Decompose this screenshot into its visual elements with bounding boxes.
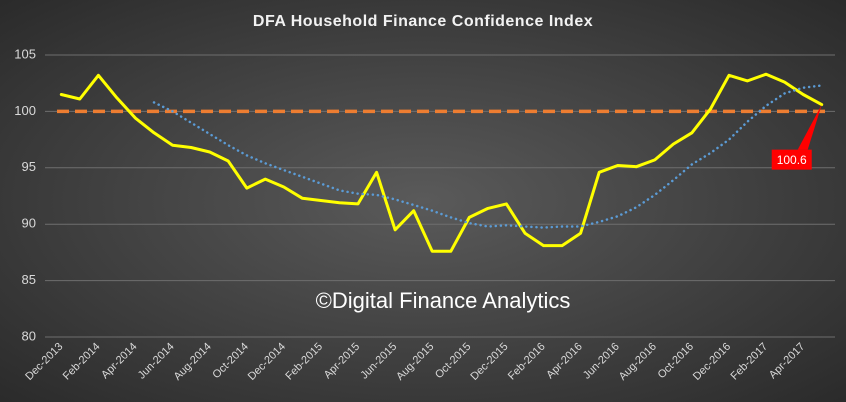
callout-box — [771, 149, 812, 170]
y-tick-label: 100 — [14, 103, 36, 118]
y-tick-label: 90 — [22, 216, 36, 231]
series-line — [152, 84, 823, 229]
y-tick-label: 85 — [22, 272, 36, 287]
y-tick-label: 95 — [22, 159, 36, 174]
plot: 100.6 — [57, 72, 827, 253]
y-tick-label: 105 — [14, 46, 36, 61]
chart-title: DFA Household Finance Confidence Index — [253, 13, 593, 30]
y-tick-label: 80 — [22, 328, 36, 343]
series-line — [59, 72, 824, 253]
watermark: ©Digital Finance Analytics — [316, 288, 571, 313]
callout-pointer — [797, 104, 822, 150]
data-label: 100.6 — [777, 153, 807, 167]
